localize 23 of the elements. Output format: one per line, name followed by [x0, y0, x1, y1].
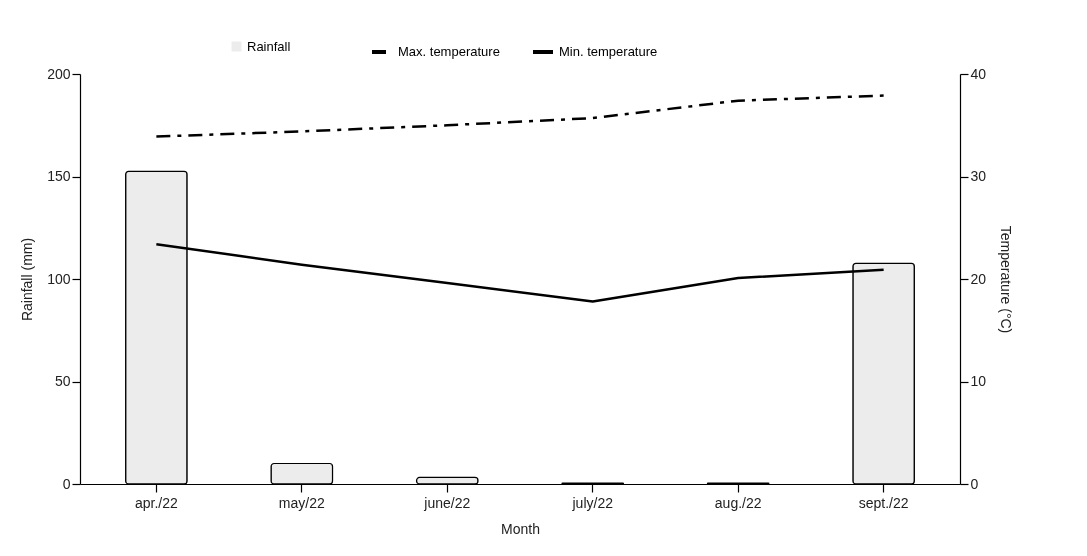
x-tick-label: july/22	[571, 494, 614, 511]
y-tick-label: 100	[47, 270, 71, 287]
legend-label: Rainfall	[247, 38, 291, 54]
y-tick-label: 200	[47, 65, 71, 82]
y2-tick-label: 10	[970, 373, 987, 389]
x-tick-label: may/22	[278, 494, 325, 511]
y2-tick-label: 40	[970, 65, 987, 82]
y2-axis-title: Temperature (°C)	[998, 225, 1015, 334]
x-tick-label: sept./22	[858, 494, 909, 511]
legend-label: Min. temperature	[559, 44, 658, 59]
legend-label: Max. temperature	[398, 44, 500, 59]
x-tick-label: apr./22	[134, 494, 178, 511]
line-series	[155, 94, 885, 138]
y2-tick-label: 20	[970, 270, 987, 287]
y-tick-label: 50	[54, 373, 71, 389]
y2-tick-label: 0	[970, 475, 979, 492]
y2-tick-label: 30	[970, 168, 987, 184]
y-axis-title: Rainfall (mm)	[19, 237, 36, 322]
y-tick-label: 150	[47, 168, 71, 184]
x-axis-title: Month	[501, 520, 540, 537]
y-tick-label: 0	[62, 475, 71, 492]
x-tick-label: aug./22	[714, 494, 762, 511]
x-tick-label: june/22	[423, 494, 471, 511]
